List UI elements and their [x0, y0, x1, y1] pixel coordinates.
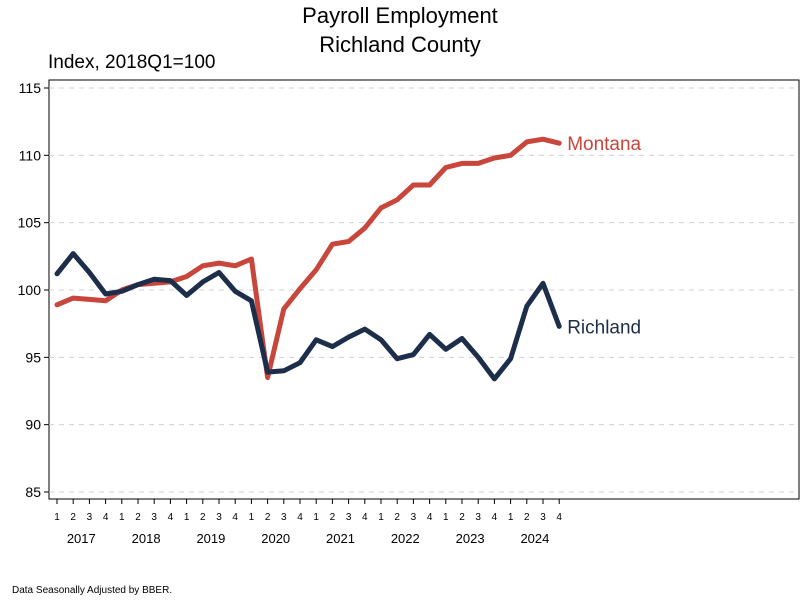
x-quarter-label: 3: [411, 512, 417, 523]
x-year-label: 2017: [67, 531, 96, 546]
chart-title: Payroll Employment: [302, 3, 498, 28]
x-year-label: 2023: [456, 531, 485, 546]
x-quarter-label: 1: [119, 512, 125, 523]
x-quarter-label: 3: [475, 512, 481, 523]
x-quarter-label: 3: [346, 512, 352, 523]
x-quarter-label: 2: [330, 512, 336, 523]
y-tick-label: 105: [18, 215, 42, 231]
y-tick-label: 100: [18, 282, 42, 298]
y-tick-label: 115: [19, 80, 42, 96]
series-label-richland: Richland: [567, 317, 641, 338]
y-axis-label: Index, 2018Q1=100: [48, 52, 216, 73]
x-quarter-label: 4: [297, 512, 303, 523]
x-quarter-label: 3: [151, 512, 157, 523]
x-quarter-label: 4: [232, 512, 238, 523]
x-year-label: 2022: [391, 531, 420, 546]
x-quarter-label: 4: [427, 512, 433, 523]
x-quarter-label: 2: [70, 512, 76, 523]
x-quarter-label: 2: [459, 512, 465, 523]
x-quarter-label: 1: [249, 512, 255, 523]
x-year-label: 2018: [132, 531, 161, 546]
y-tick-label: 95: [25, 349, 41, 365]
x-quarter-label: 1: [378, 512, 384, 523]
series-line-montana: [54, 136, 562, 380]
y-tick-label: 110: [19, 147, 42, 163]
x-quarter-label: 2: [265, 512, 271, 523]
x-year-label: 2021: [326, 531, 355, 546]
x-quarter-label: 2: [135, 512, 141, 523]
x-quarter-label: 4: [492, 512, 498, 523]
x-quarter-label: 1: [54, 512, 60, 523]
x-quarter-label: 2: [394, 512, 400, 523]
x-quarter-label: 4: [556, 512, 562, 523]
footnote: Data Seasonally Adjusted by BBER.: [12, 585, 173, 596]
x-quarter-label: 3: [87, 512, 93, 523]
x-year-label: 2019: [196, 531, 225, 546]
x-quarter-label: 1: [443, 512, 449, 523]
x-quarter-label: 3: [540, 512, 546, 523]
x-quarter-label: 4: [103, 512, 109, 523]
y-tick-label: 85: [25, 484, 41, 500]
series-line-richland: [54, 251, 562, 382]
x-quarter-label: 3: [281, 512, 287, 523]
x-quarter-label: 1: [508, 512, 514, 523]
x-quarter-label: 1: [313, 512, 319, 523]
x-year-label: 2024: [520, 531, 549, 546]
x-quarter-label: 3: [216, 512, 222, 523]
x-quarter-label: 4: [168, 512, 174, 523]
x-quarter-label: 2: [524, 512, 530, 523]
y-tick-label: 90: [25, 417, 41, 433]
x-quarter-label: 2: [200, 512, 206, 523]
x-year-label: 2020: [261, 531, 290, 546]
x-quarter-label: 4: [362, 512, 368, 523]
series-label-montana: Montana: [567, 134, 641, 155]
x-quarter-label: 1: [184, 512, 190, 523]
chart-subtitle: Richland County: [319, 32, 481, 57]
